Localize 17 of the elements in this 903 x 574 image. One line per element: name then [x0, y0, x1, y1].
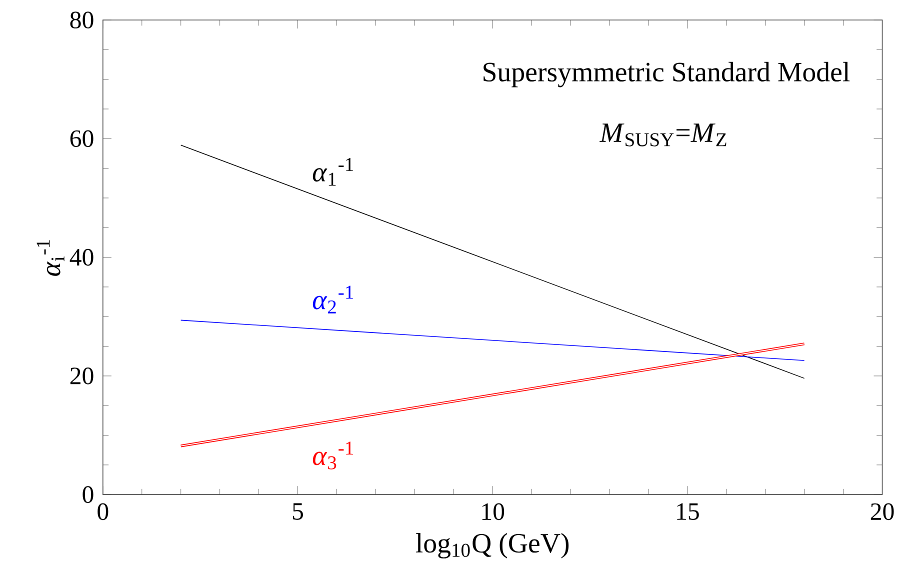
x-axis-title: log$_{10}$Q (GeV): [416, 533, 569, 559]
series-label: α$_{1}$-1: [312, 158, 353, 186]
x-tick-label: 0: [98, 504, 108, 520]
y-tick-label: 60: [70, 130, 94, 148]
text: Supersymmetric Standard Model: [484, 62, 850, 88]
y-tick-label: 20: [70, 368, 94, 385]
series-label: α$_{2}$-1: [312, 286, 353, 314]
x-tick-label: 15: [677, 504, 699, 520]
text: M$_{SUSY}$=M$_{Z}$: [599, 124, 726, 147]
y-tick-label: 80: [70, 12, 94, 29]
series-label: α$_{3}$-1: [312, 442, 353, 470]
y-tick-label: 0: [82, 486, 94, 504]
y-axis-title: α$_{i}$-1: [36, 240, 64, 276]
x-tick-label: 10: [482, 504, 504, 520]
x-tick-label: 20: [870, 504, 894, 520]
y-tick-label: 40: [70, 249, 94, 266]
x-tick-label: 5: [292, 504, 303, 520]
